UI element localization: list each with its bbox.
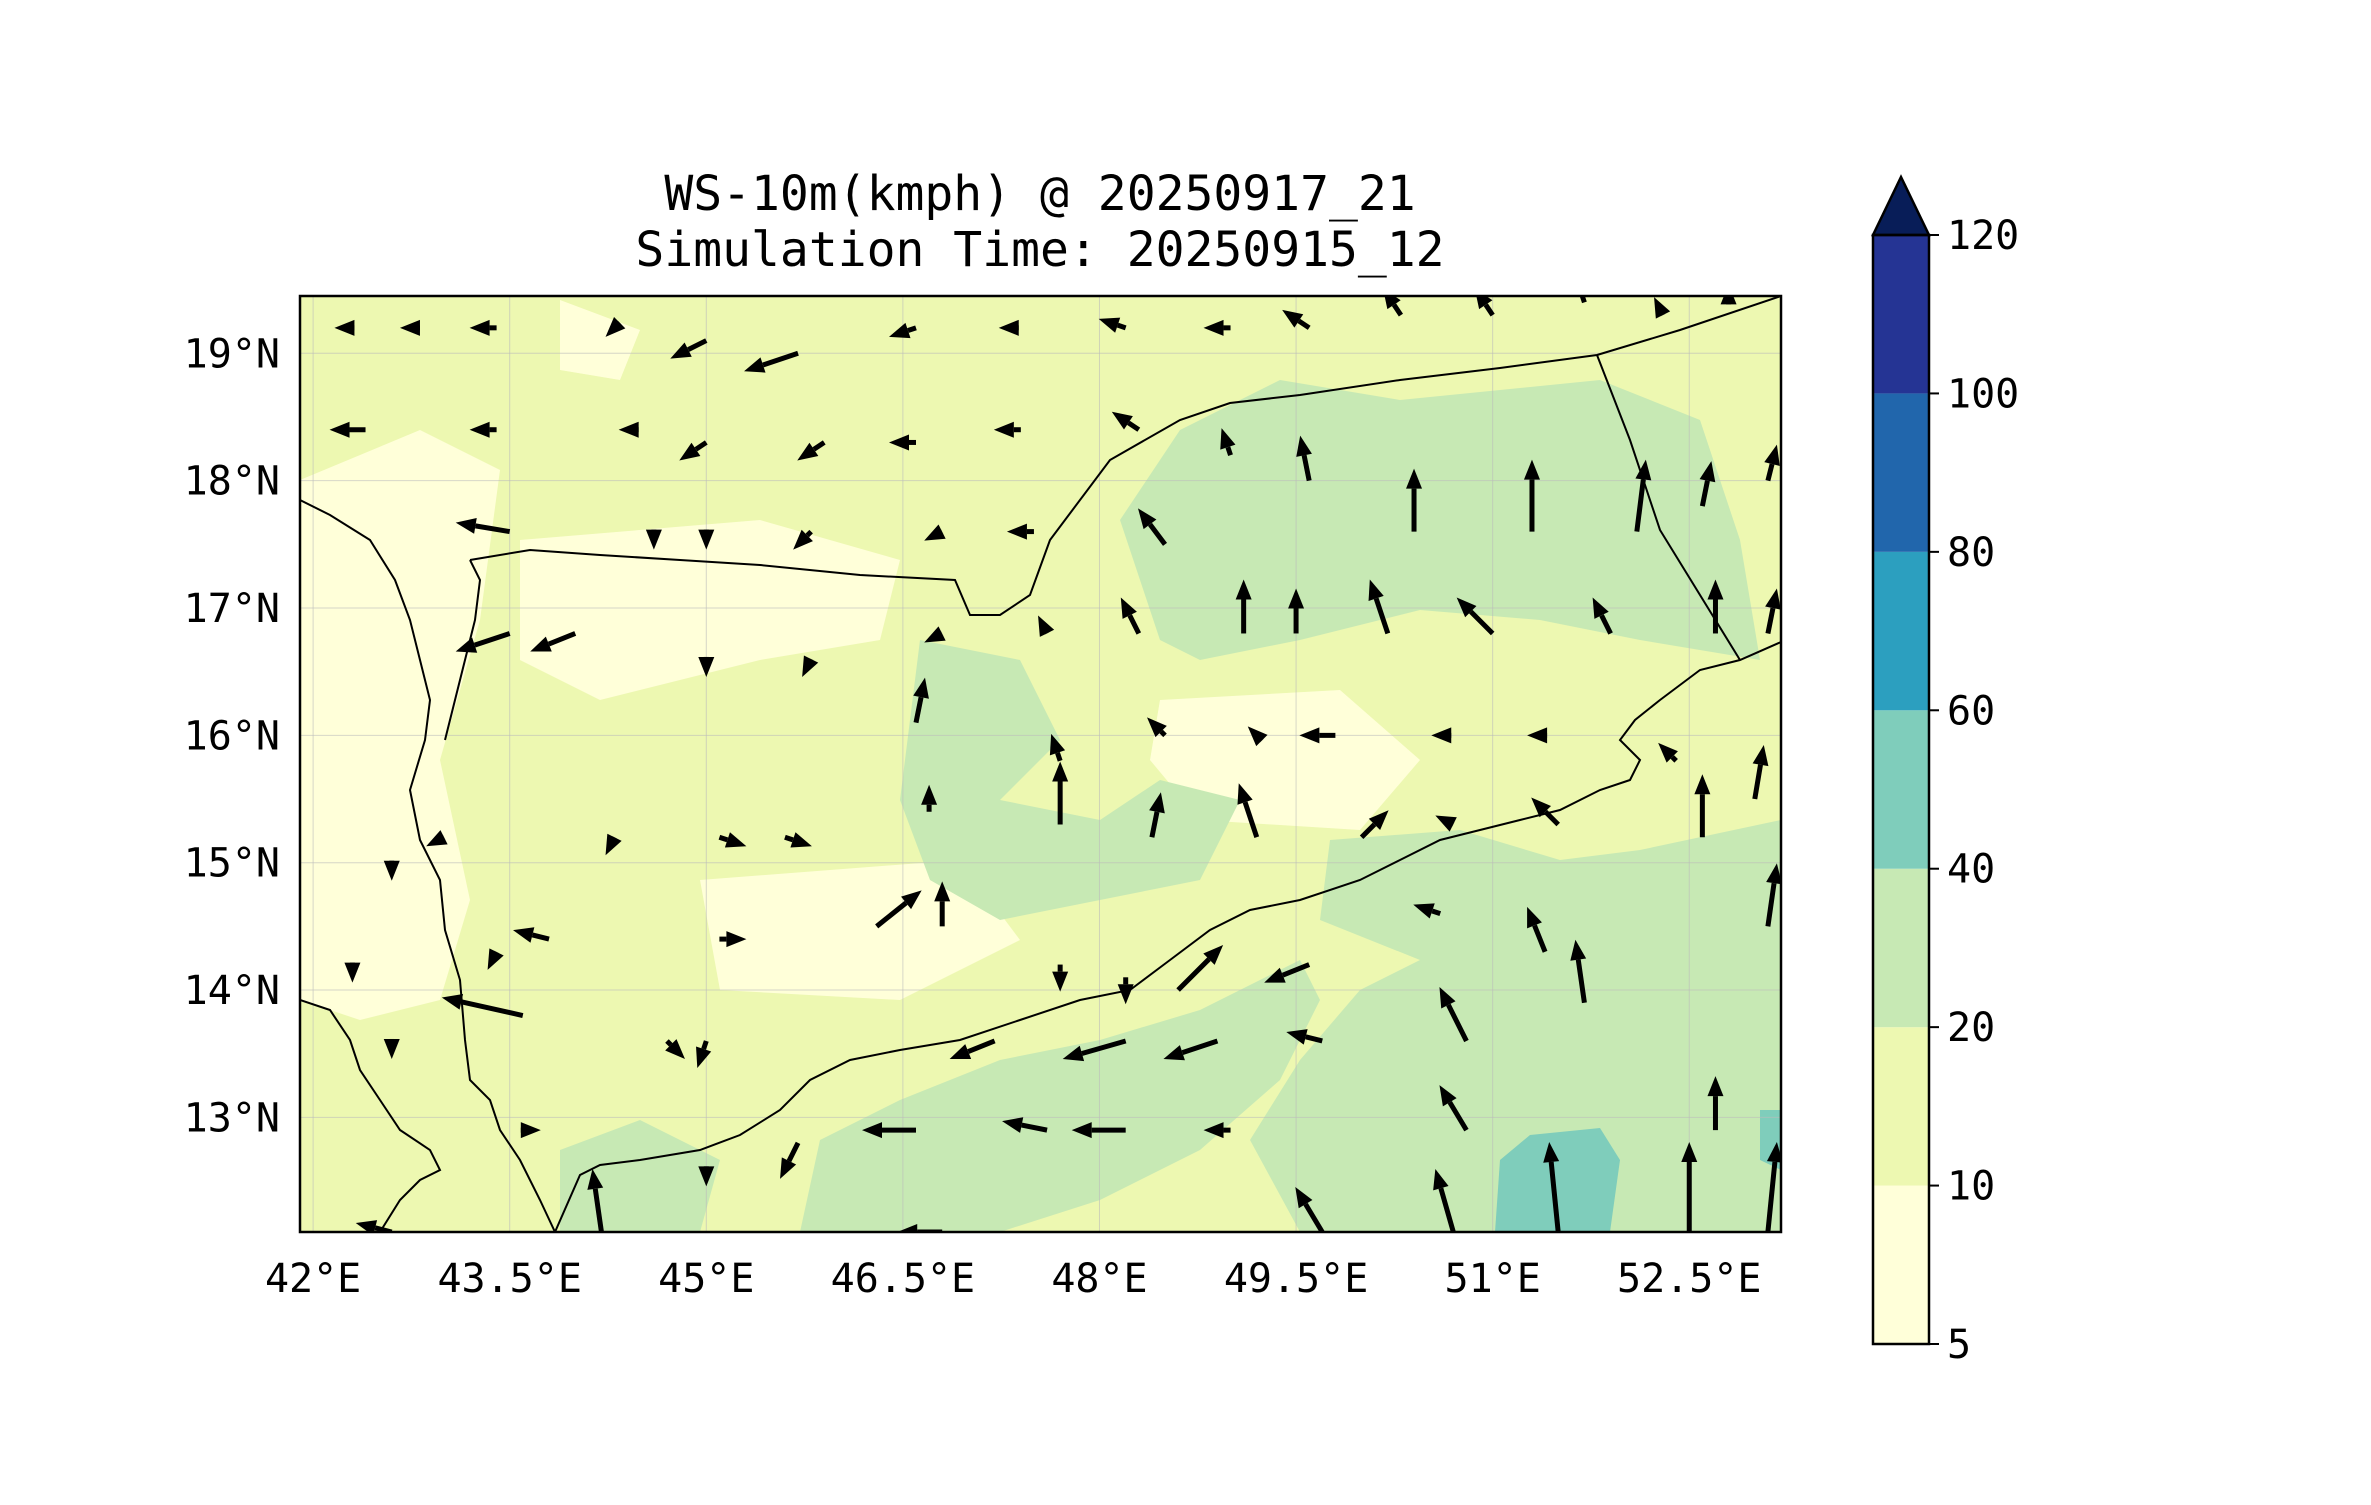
wind-arrow-shaft — [1161, 731, 1165, 735]
x-tick-label: 51°E — [1444, 1256, 1540, 1302]
map-panel — [300, 275, 1783, 1240]
x-tick-label: 42°E — [265, 1256, 361, 1302]
wind-arrow-shaft — [785, 837, 793, 840]
y-tick-label: 14°N — [184, 968, 280, 1014]
wind-arrow-shaft — [667, 1041, 671, 1045]
x-axis-ticks: 42°E 43.5°E 45°E 46.5°E 48°E 49.5°E 51°E 52.5°E — [265, 1256, 1762, 1302]
colorbar-segment — [1873, 235, 1929, 393]
colorbar-segment — [1873, 710, 1929, 868]
wind-arrow-head — [1721, 284, 1737, 304]
y-tick-label: 15°N — [184, 841, 280, 887]
wind-arrow-shaft — [704, 1041, 707, 1049]
x-tick-label: 49.5°E — [1224, 1256, 1369, 1302]
wind-arrow-shaft — [807, 532, 811, 536]
wind-arrow-shaft — [908, 328, 916, 331]
x-tick-label: 48°E — [1051, 1256, 1147, 1302]
colorbar-tick-label: 60 — [1947, 688, 1995, 734]
colorbar-tick-label: 10 — [1947, 1164, 1995, 1210]
colorbar: 5 10 20 40 60 80 100 120 — [1873, 177, 2019, 1368]
colorbar-tick-label: 40 — [1947, 847, 1995, 893]
wind-arrow-shaft — [1228, 447, 1231, 455]
colorbar-extend-triangle — [1873, 177, 1929, 235]
wind-arrow-shaft — [1432, 911, 1440, 914]
wind-arrow-shaft — [1672, 757, 1676, 761]
wind-arrow-shaft — [1118, 325, 1126, 328]
colorbar-segment — [1873, 1027, 1929, 1185]
x-tick-label: 46.5°E — [831, 1256, 976, 1302]
colorbar-segment — [1873, 552, 1929, 710]
x-tick-label: 43.5°E — [437, 1256, 582, 1302]
x-tick-label: 52.5°E — [1617, 1256, 1762, 1302]
wind-arrow-head — [1574, 275, 1589, 297]
y-tick-label: 19°N — [184, 331, 280, 377]
colorbar-segment — [1873, 393, 1929, 551]
y-axis-ticks: 19°N 18°N 17°N 16°N 15°N 14°N 13°N — [184, 331, 280, 1141]
y-tick-label: 13°N — [184, 1095, 280, 1141]
y-tick-label: 16°N — [184, 713, 280, 759]
colorbar-segment — [1873, 869, 1929, 1027]
colorbar-tick-label: 120 — [1947, 213, 2019, 259]
title-line-2: Simulation Time: 20250915_12 — [635, 222, 1444, 278]
x-tick-label: 45°E — [658, 1256, 754, 1302]
wind-arrow-shaft — [719, 837, 727, 840]
colorbar-tick-label: 5 — [1947, 1322, 1971, 1368]
wind-arrow-shaft — [1057, 753, 1060, 761]
y-tick-label: 18°N — [184, 459, 280, 505]
colorbar-tick-label: 80 — [1947, 530, 1995, 576]
colorbar-segment — [1873, 1186, 1929, 1344]
wind-arrow — [1721, 284, 1737, 304]
colorbar-tick-label: 100 — [1947, 371, 2019, 417]
colorbar-tick-label: 20 — [1947, 1005, 1995, 1051]
title-line-1: WS-10m(kmph) @ 20250917_21 — [664, 166, 1415, 222]
y-tick-label: 17°N — [184, 586, 280, 632]
